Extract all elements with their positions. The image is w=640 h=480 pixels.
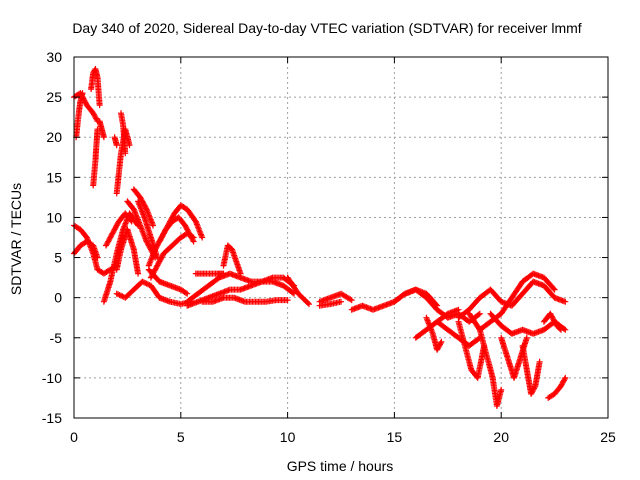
data-point — [150, 222, 156, 229]
y-tick-label: 20 — [46, 129, 62, 145]
data-point-interp — [475, 311, 482, 318]
x-axis-title: GPS time / hours — [287, 458, 394, 474]
data-point-interp — [127, 217, 134, 224]
data-point-interp — [561, 376, 568, 383]
data-point — [135, 270, 142, 277]
data-point — [94, 254, 101, 261]
data-point — [455, 306, 462, 313]
data-point — [438, 338, 445, 345]
data-point — [558, 326, 564, 333]
series-layer — [71, 66, 569, 409]
data-point — [498, 386, 505, 393]
x-tick-label: 0 — [70, 429, 78, 445]
data-point — [100, 134, 107, 141]
x-tick-label: 15 — [387, 429, 403, 445]
data-point-interp — [304, 300, 311, 306]
data-point — [348, 297, 355, 304]
x-tick-labels: 0 5 10 15 20 25 — [70, 429, 616, 445]
data-point — [284, 297, 291, 304]
data-point-interp — [189, 237, 196, 244]
y-tick-label: -10 — [42, 370, 62, 386]
grid-layer — [74, 57, 608, 418]
data-point — [536, 358, 543, 365]
y-tick-label: 10 — [46, 209, 62, 225]
ticks-layer — [73, 56, 609, 419]
y-tick-labels: -15 -10 -5 0 5 10 15 20 25 30 — [42, 49, 62, 426]
data-point — [551, 286, 558, 293]
data-point — [122, 150, 129, 157]
y-tick-label: -5 — [50, 330, 63, 346]
y-tick-label: 30 — [46, 49, 62, 65]
data-point-interp — [531, 384, 538, 391]
data-point — [562, 298, 569, 305]
y-axis-title: SDTVAR / TECUs — [8, 183, 24, 295]
x-tick-label: 20 — [493, 429, 509, 445]
data-point — [184, 290, 191, 297]
data-point — [79, 90, 86, 97]
data-point — [113, 142, 120, 149]
y-tick-label: 5 — [54, 250, 62, 266]
data-point-interp — [550, 317, 557, 324]
x-tick-label: 25 — [600, 429, 616, 445]
data-point — [562, 374, 569, 381]
y-tick-label: 25 — [46, 89, 62, 105]
y-tick-label: 0 — [54, 290, 62, 306]
data-point — [306, 301, 312, 308]
chart-title: Day 340 of 2020, Sidereal Day-to-day VTE… — [72, 20, 581, 36]
data-point — [128, 218, 135, 225]
data-point — [237, 270, 244, 277]
y-tick-label: -15 — [42, 410, 62, 426]
data-point — [190, 238, 197, 245]
data-point — [338, 298, 344, 305]
data-point — [199, 234, 206, 241]
data-point-interp — [437, 340, 444, 347]
data-point — [96, 102, 103, 109]
data-point — [220, 270, 227, 277]
x-tick-label: 10 — [280, 429, 296, 445]
data-point-interp — [556, 325, 563, 332]
data-point-interp — [550, 285, 557, 292]
y-tick-label: 15 — [46, 169, 62, 185]
x-tick-label: 5 — [177, 429, 185, 445]
data-point-interp — [93, 116, 100, 123]
data-point-interp — [182, 289, 189, 296]
data-point-interp — [107, 234, 114, 241]
data-point — [523, 334, 530, 341]
data-point — [476, 310, 483, 317]
plot-frame — [73, 56, 609, 419]
